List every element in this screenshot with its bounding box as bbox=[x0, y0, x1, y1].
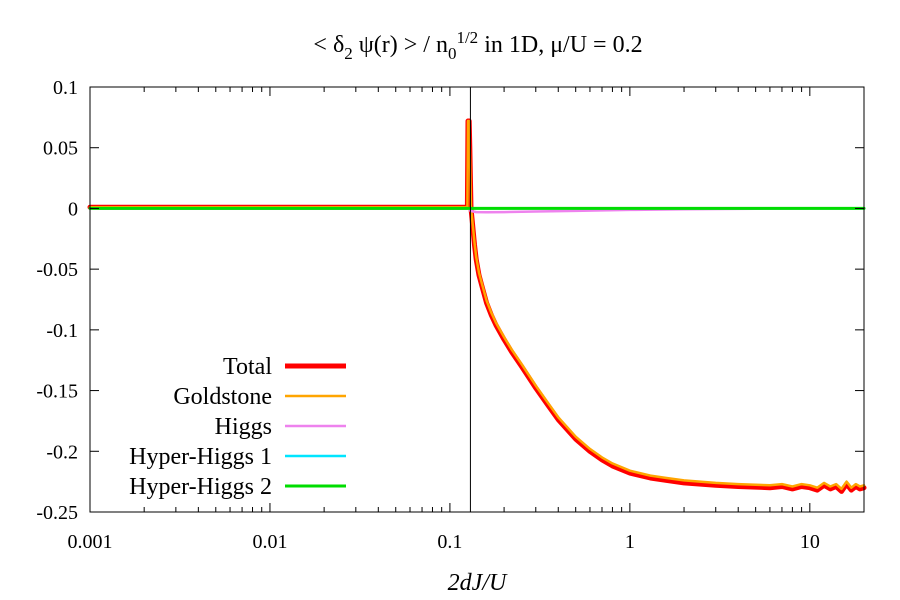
x-tick-label: 1 bbox=[625, 531, 635, 553]
y-tick-label: -0.1 bbox=[46, 320, 78, 342]
y-tick-label: -0.15 bbox=[36, 381, 78, 403]
series-line-goldstone bbox=[88, 119, 866, 491]
y-tick-label: 0.1 bbox=[53, 77, 78, 99]
y-tick-label: -0.05 bbox=[36, 259, 78, 281]
x-tick-label: 10 bbox=[800, 531, 820, 553]
legend: Total Goldstone Higgs Hyper-Higgs 1 Hyper-Hi… bbox=[129, 354, 346, 500]
x-axis-label: 2dJ/U bbox=[448, 570, 508, 596]
x-tick-label: 0.1 bbox=[437, 531, 462, 553]
series-line-total bbox=[87, 118, 867, 494]
legend-label: Higgs bbox=[215, 414, 272, 440]
legend-label: Goldstone bbox=[173, 384, 272, 410]
legend-label: Hyper-Higgs 1 bbox=[129, 444, 272, 470]
y-tick-label: -0.2 bbox=[46, 441, 78, 463]
chart-title: < δ2 ψ(r) > / n01/2 in 1D, μ/U = 0.2 bbox=[313, 28, 642, 63]
x-tick-label: 0.001 bbox=[68, 531, 113, 553]
x-tick-label: 0.01 bbox=[252, 531, 287, 553]
series-layer bbox=[87, 118, 867, 494]
legend-label: Total bbox=[223, 354, 272, 380]
y-tick-label: 0.05 bbox=[43, 138, 78, 160]
legend-label: Hyper-Higgs 2 bbox=[129, 474, 272, 500]
y-tick-label: 0 bbox=[68, 198, 78, 220]
tick-layer: 0.1 0.05 0 -0.05 -0.1 -0.15 -0.2 -0.25 0.001 0.01… bbox=[36, 77, 864, 553]
y-tick-label: -0.25 bbox=[36, 502, 78, 524]
plot-frame bbox=[89, 86, 865, 513]
